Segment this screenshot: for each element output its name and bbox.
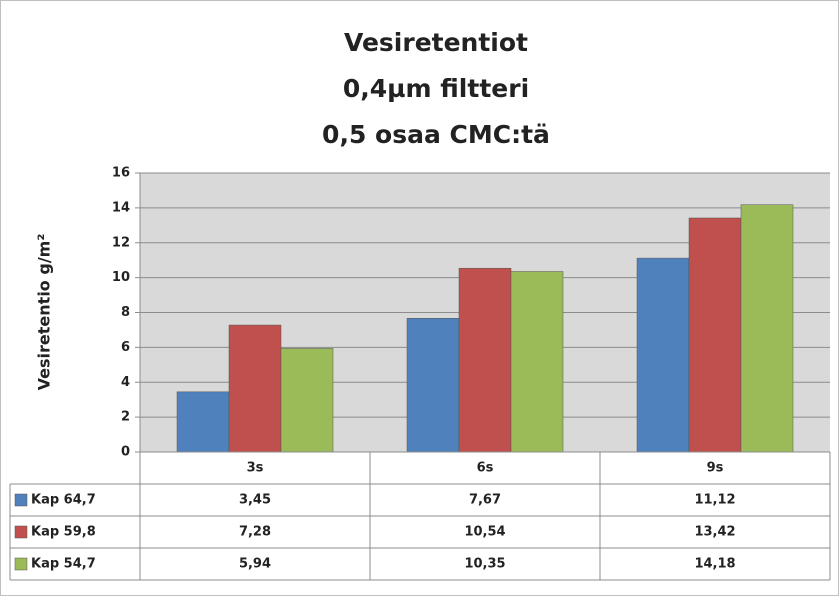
bar xyxy=(740,204,794,453)
table-value: 7,28 xyxy=(239,525,271,540)
table-value: 10,35 xyxy=(464,557,505,572)
y-tick-label: 2 xyxy=(121,410,130,425)
x-tick-label: 6s xyxy=(477,461,494,476)
legend-key xyxy=(14,557,28,571)
y-axis-label: Vesiretentio g/m² xyxy=(35,234,54,391)
bar xyxy=(510,271,564,453)
y-tick-label: 4 xyxy=(121,375,130,390)
legend-key xyxy=(14,525,28,539)
bar xyxy=(688,217,742,453)
y-tick-label: 12 xyxy=(112,235,130,250)
table-value: 3,45 xyxy=(239,493,271,508)
legend-label: Kap 64,7 xyxy=(31,493,96,508)
y-tick-label: 6 xyxy=(121,340,130,355)
legend-key xyxy=(14,493,28,507)
chart-title: 0,4µm filtteri xyxy=(343,74,529,103)
y-tick-label: 14 xyxy=(112,200,130,215)
x-tick-label: 3s xyxy=(247,461,264,476)
table-value: 5,94 xyxy=(239,557,271,572)
bar xyxy=(636,257,690,453)
y-tick-label: 16 xyxy=(112,166,130,181)
table-value: 13,42 xyxy=(694,525,735,540)
legend-label: Kap 59,8 xyxy=(31,525,96,540)
y-tick-label: 0 xyxy=(121,445,130,460)
y-tick-label: 10 xyxy=(112,270,130,285)
bar xyxy=(228,324,282,453)
chart-title: Vesiretentiot xyxy=(344,28,528,57)
bar xyxy=(280,348,334,453)
x-tick-label: 9s xyxy=(707,461,724,476)
table-value: 10,54 xyxy=(464,525,505,540)
legend-label: Kap 54,7 xyxy=(31,557,96,572)
chart-title: 0,5 osaa CMC:tä xyxy=(322,120,550,149)
y-tick-label: 8 xyxy=(121,305,130,320)
table-value: 7,67 xyxy=(469,493,501,508)
bar xyxy=(176,391,230,453)
table-value: 11,12 xyxy=(694,493,735,508)
bar xyxy=(406,318,460,453)
table-value: 14,18 xyxy=(694,557,735,572)
bar xyxy=(458,267,512,453)
